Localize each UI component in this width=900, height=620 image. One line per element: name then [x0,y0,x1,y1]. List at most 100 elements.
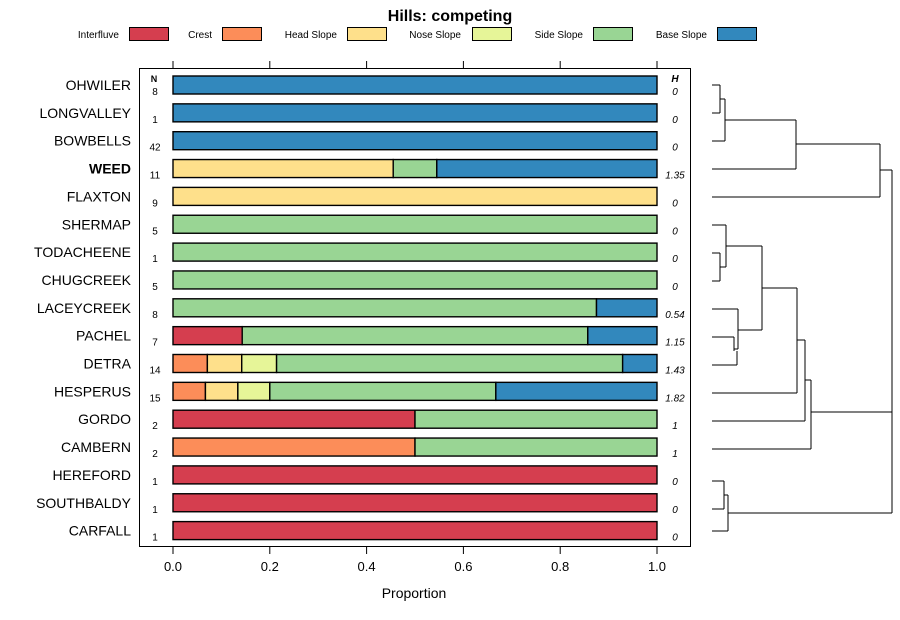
x-tick-label-3: 0.6 [454,559,472,574]
n-value-weed: 11 [150,171,161,182]
bar-segment-cambern-side-slope [414,437,658,457]
row-label-flaxton: FLAXTON [67,188,131,204]
n-value-detra: 14 [149,366,161,377]
row-label-detra: DETRA [84,356,132,372]
legend-swatch-interfluve [129,27,169,41]
bar-segment-hesperus-side-slope [269,381,497,402]
bar-segment-southbaldy-interfluve [172,493,658,513]
bar-segment-weed-side-slope [392,158,438,179]
h-value-southbaldy: 0 [672,505,678,516]
bar-segment-longvalley-base-slope [172,103,658,123]
bar-segment-hesperus-base-slope [495,381,658,402]
n-value-southbaldy: 1 [152,505,158,516]
row-label-todacheene: TODACHEENE [34,244,131,260]
h-value-detra: 1.43 [665,366,685,377]
h-value-todacheene: 0 [672,254,678,265]
n-value-flaxton: 9 [152,198,158,209]
n-header: N [151,74,158,84]
bar-segment-bowbells-base-slope [172,130,658,151]
n-value-ohwiler: 8 [152,87,158,98]
row-label-gordo: GORDO [78,411,131,427]
bar-segment-chugcreek-side-slope [172,270,658,290]
chart-title: Hills: competing [388,8,512,25]
bar-segment-pachel-interfluve [172,325,243,346]
row-label-ohwiler: OHWILER [66,77,131,93]
legend-swatch-crest [222,27,262,41]
bar-segment-gordo-side-slope [414,409,658,429]
x-tick-label-0: 0.0 [164,559,182,574]
h-value-weed: 1.35 [665,171,685,182]
row-label-chugcreek: CHUGCREEK [42,272,132,288]
bar-segment-shermap-side-slope [172,214,658,234]
bar-segment-hesperus-crest [172,381,207,402]
row-label-southbaldy: SOUTHBALDY [36,495,132,511]
legend-label-interfluve: Interfluve [78,30,120,41]
bar-segment-ohwiler-base-slope [172,75,658,95]
bar-segment-carfall-interfluve [172,520,658,541]
bar-segment-detra-crest [172,353,209,374]
h-value-gordo: 1 [672,421,678,432]
h-value-chugcreek: 0 [672,282,678,293]
bar-segment-detra-side-slope [275,353,624,374]
legend-label-nose-slope: Nose Slope [409,30,461,41]
legend: Interfluve Crest Head Slope Nose Slope Side … [78,27,757,41]
bar-segment-laceycreek-base-slope [595,298,658,318]
bar-segment-laceycreek-side-slope [172,298,598,318]
h-value-pachel: 1.15 [665,338,685,349]
n-value-hesperus: 15 [149,393,161,404]
h-value-cambern: 1 [672,449,678,460]
bar-segment-detra-base-slope [621,353,658,374]
legend-label-crest: Crest [188,30,212,41]
row-label-weed: WEED [89,161,131,177]
h-value-hesperus: 1.82 [665,393,685,404]
legend-swatch-head-slope [347,27,387,41]
n-value-longvalley: 1 [152,115,158,126]
legend-label-head-slope: Head Slope [285,30,338,41]
bar-segment-gordo-interfluve [172,409,416,429]
n-value-carfall: 1 [152,533,158,544]
row-label-cambern: CAMBERN [61,439,131,455]
dendrogram [712,84,893,532]
h-value-shermap: 0 [672,226,678,237]
bar-segment-pachel-side-slope [241,325,589,346]
h-value-bowbells: 0 [672,143,678,154]
bar-segment-flaxton-head-slope [172,186,658,207]
row-label-longvalley: LONGVALLEY [39,105,131,121]
legend-swatch-nose-slope [472,27,512,41]
n-value-hereford: 1 [152,477,158,488]
n-value-shermap: 5 [152,226,158,237]
bar-segment-hesperus-nose-slope [237,381,271,402]
x-axis-label: Proportion [382,585,447,601]
legend-label-base-slope: Base Slope [656,30,708,41]
h-header: H [671,74,679,85]
bar-segment-detra-nose-slope [241,353,278,374]
row-label-pachel: PACHEL [76,328,131,344]
x-axis: 0.0 0.2 0.4 0.6 0.8 1.0 [164,61,666,574]
h-value-longvalley: 0 [672,115,678,126]
x-tick-label-1: 0.2 [261,559,279,574]
row-label-laceycreek: LACEYCREEK [37,300,132,316]
row-label-hesperus: HESPERUS [54,383,131,399]
h-value-hereford: 0 [672,477,678,488]
row-label-shermap: SHERMAP [62,216,131,232]
n-value-chugcreek: 5 [152,282,158,293]
legend-label-side-slope: Side Slope [535,30,584,41]
n-value-bowbells: 42 [149,143,161,154]
bar-segment-cambern-crest [172,437,416,457]
h-value-carfall: 0 [672,533,678,544]
h-value-flaxton: 0 [672,198,678,209]
bar-segment-todacheene-side-slope [172,242,658,262]
row-label-hereford: HEREFORD [52,467,131,483]
bar-segment-hereford-interfluve [172,465,658,485]
bar-segment-hesperus-head-slope [204,381,239,402]
legend-swatch-side-slope [593,27,633,41]
x-tick-label-4: 0.8 [551,559,569,574]
h-value-laceycreek: 0.54 [665,310,685,321]
plot-frame [139,68,691,547]
row-label-carfall: CARFALL [69,523,131,539]
n-value-pachel: 7 [152,338,158,349]
n-value-todacheene: 1 [152,254,158,265]
n-value-laceycreek: 8 [152,310,158,321]
